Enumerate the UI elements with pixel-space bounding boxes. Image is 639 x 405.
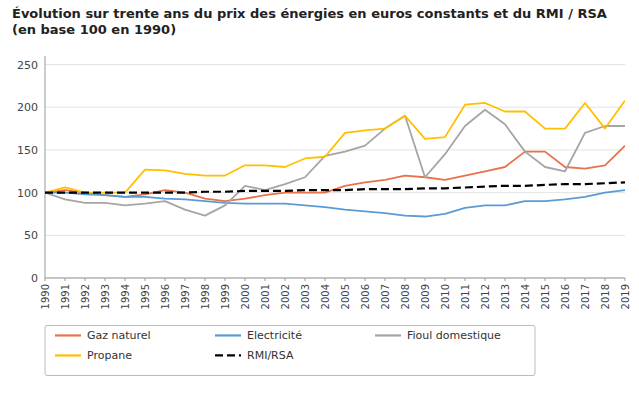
x-tick xyxy=(605,278,606,281)
x-tick xyxy=(445,278,446,281)
x-tick-label: 2000 xyxy=(240,284,251,309)
series-line xyxy=(45,100,625,192)
x-tick-label: 2002 xyxy=(280,284,291,309)
x-tick xyxy=(425,278,426,281)
x-tick xyxy=(125,278,126,281)
x-tick-label: 2013 xyxy=(500,284,511,309)
legend-label: Electricité xyxy=(247,329,302,342)
grid-line xyxy=(45,64,625,65)
x-tick xyxy=(145,278,146,281)
y-tick-label: 100 xyxy=(17,187,38,200)
x-tick xyxy=(185,278,186,281)
grid xyxy=(45,65,625,278)
x-tick xyxy=(465,278,466,281)
x-tick xyxy=(305,278,306,281)
x-tick-label: 1990 xyxy=(40,284,51,309)
x-tick-label: 1994 xyxy=(120,284,131,309)
x-tick-label: 2016 xyxy=(560,284,571,309)
x-tick xyxy=(265,278,266,281)
x-tick-label: 2008 xyxy=(400,284,411,309)
x-tick-label: 2001 xyxy=(260,284,271,309)
x-tick xyxy=(365,278,366,281)
x-tick-label: 2009 xyxy=(420,284,431,309)
grid-line xyxy=(45,278,625,279)
x-tick-label: 2010 xyxy=(440,284,451,309)
legend: Gaz naturel Electricité Fioul domestique Pr… xyxy=(45,325,535,375)
y-tick-label: 0 xyxy=(31,272,38,285)
y-tick-label: 200 xyxy=(17,101,38,114)
legend-label: Propane xyxy=(87,349,132,362)
x-tick-label: 2007 xyxy=(380,284,391,309)
x-tick-label: 1998 xyxy=(200,284,211,309)
x-tick xyxy=(245,278,246,281)
x-tick xyxy=(105,278,106,281)
grid-line xyxy=(45,235,625,236)
legend-swatch xyxy=(55,354,81,356)
x-tick-label: 2017 xyxy=(580,284,591,309)
x-tick xyxy=(45,278,46,281)
y-tick-label: 250 xyxy=(17,59,38,72)
x-tick xyxy=(65,278,66,281)
x-tick xyxy=(505,278,506,281)
x-tick-label: 2006 xyxy=(360,284,371,309)
series-line xyxy=(45,110,625,216)
grid-line xyxy=(45,149,625,150)
x-tick xyxy=(385,278,386,281)
x-tick-label: 2018 xyxy=(600,284,611,309)
x-tick xyxy=(285,278,286,281)
legend-label: RMI/RSA xyxy=(247,349,294,362)
x-tick xyxy=(565,278,566,281)
series-line xyxy=(45,182,625,192)
x-tick xyxy=(165,278,166,281)
x-tick-label: 2003 xyxy=(300,284,311,309)
x-tick-label: 2011 xyxy=(460,284,471,309)
y-axis-line xyxy=(45,56,46,278)
y-tick-label: 150 xyxy=(17,144,38,157)
x-tick xyxy=(485,278,486,281)
x-tick xyxy=(545,278,546,281)
grid-line xyxy=(45,107,625,108)
x-tick xyxy=(85,278,86,281)
x-tick-label: 1993 xyxy=(100,284,111,309)
x-tick xyxy=(585,278,586,281)
legend-label: Fioul domestique xyxy=(407,329,501,342)
legend-swatch xyxy=(375,334,401,336)
legend-box xyxy=(45,325,535,375)
x-tick xyxy=(525,278,526,281)
y-tick-label: 50 xyxy=(24,229,38,242)
x-axis-line xyxy=(45,278,625,279)
series-lines xyxy=(45,100,625,216)
series-line xyxy=(45,190,625,216)
x-tick-label: 1996 xyxy=(160,284,171,309)
x-tick xyxy=(625,278,626,281)
x-tick-label: 1999 xyxy=(220,284,231,309)
x-tick xyxy=(225,278,226,281)
legend-swatch xyxy=(215,334,241,336)
x-tick-label: 2015 xyxy=(540,284,551,309)
x-tick xyxy=(325,278,326,281)
x-tick xyxy=(405,278,406,281)
legend-label: Gaz naturel xyxy=(87,329,151,342)
legend-swatch xyxy=(55,334,81,336)
x-tick-label: 1995 xyxy=(140,284,151,309)
chart: Évolution sur trente ans du prix des éne… xyxy=(0,0,639,405)
x-tick xyxy=(345,278,346,281)
x-tick-label: 2004 xyxy=(320,284,331,309)
x-tick-label: 1991 xyxy=(60,284,71,309)
x-tick-label: 2014 xyxy=(520,284,531,309)
x-tick-label: 2012 xyxy=(480,284,491,309)
x-tick-label: 2019 xyxy=(620,284,631,309)
x-tick-label: 1997 xyxy=(180,284,191,309)
x-tick-label: 2005 xyxy=(340,284,351,309)
title: Évolution sur trente ans du prix des éne… xyxy=(12,6,611,37)
x-tick-label: 1992 xyxy=(80,284,91,309)
legend-swatch xyxy=(215,354,241,356)
x-tick xyxy=(205,278,206,281)
